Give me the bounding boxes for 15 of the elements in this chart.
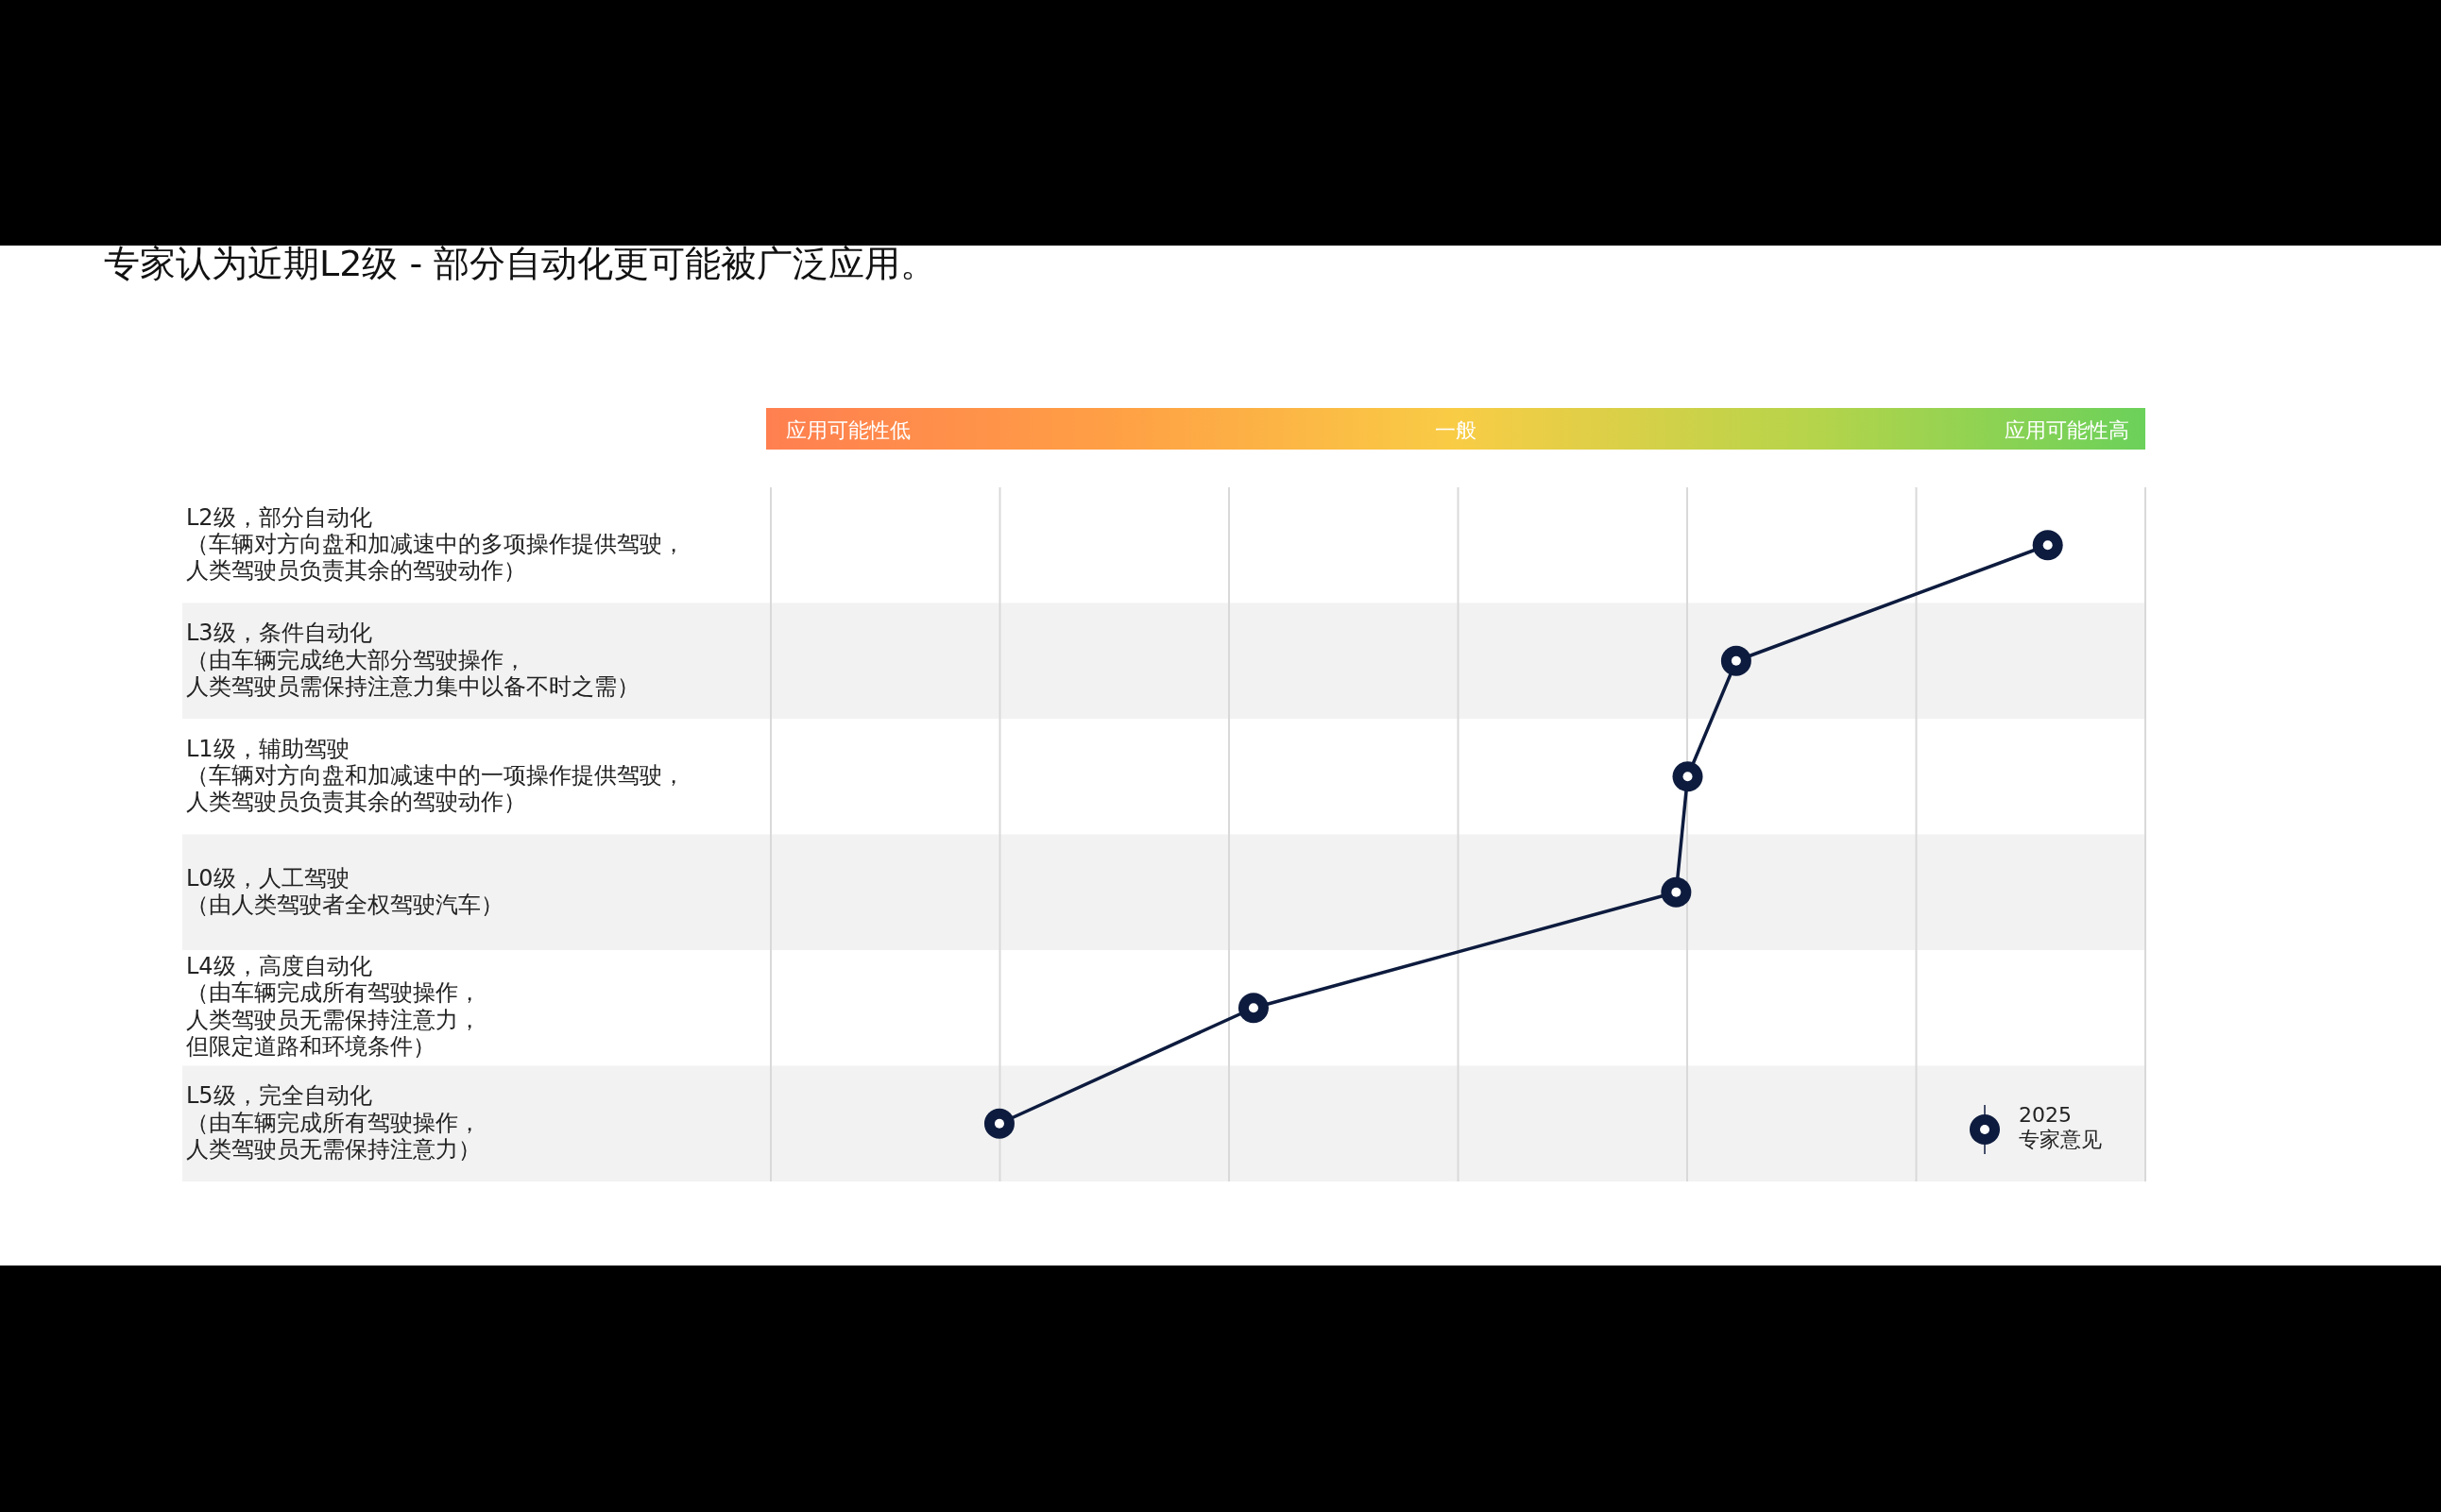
chart-title: 专家认为近期L2级 - 部分自动化更可能被广泛应用。: [104, 243, 937, 284]
y-tick-label: L2级，部分自动化（车辆对方向盘和加减速中的多项操作提供驾驶，人类驾驶员负责其余的驾驶动作）: [186, 503, 685, 585]
y-tick-label: L4级，高度自动化（由车辆完成所有驾驶操作，人类驾驶员无需保持注意力，但限定道路和环境条件）: [186, 953, 481, 1060]
text: 应用可能性低: [786, 418, 911, 442]
y-tick-label: L3级，条件自动化（由车辆完成绝大部分驾驶操作，人类驾驶员需保持注意力集中以备不时之需）: [186, 620, 640, 700]
text: 应用可能性高: [2005, 418, 2129, 442]
y-tick-label: L1级，辅助驾驶（车辆对方向盘和加减速中的一项操作提供驾驶，人类驾驶员负责其余的驾驶动作）: [186, 735, 685, 816]
point: [2032, 530, 2063, 561]
y-tick-label: L0级，人工驾驶（由人类驾驶者全权驾驶汽车）: [186, 865, 504, 919]
y-tick-label: L5级，完全自动化（由车辆完成所有驾驶操作，人类驾驶员无需保持注意力）: [186, 1082, 481, 1163]
point: [1238, 993, 1269, 1024]
point: [983, 1108, 1015, 1139]
point: [1672, 761, 1703, 792]
text: 一般: [1435, 418, 1477, 442]
legend-label: 2025 专家意见: [2019, 1103, 2102, 1151]
